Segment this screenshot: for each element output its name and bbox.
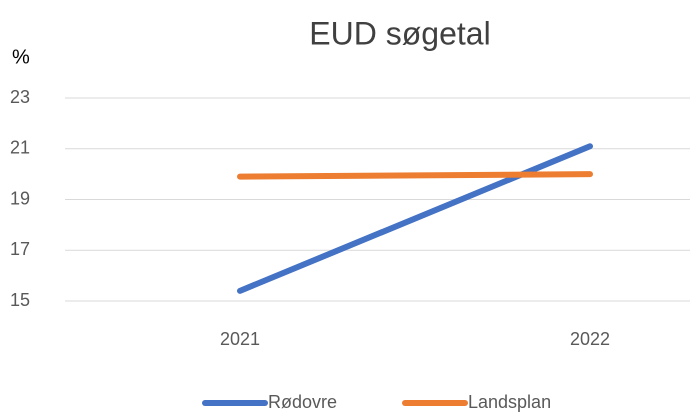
legend-label: Landsplan — [468, 392, 551, 412]
y-tick-label: 23 — [10, 87, 30, 107]
x-tick-label: 2021 — [220, 329, 260, 349]
legend-label: Rødovre — [268, 392, 337, 412]
chart-title: EUD søgetal — [309, 15, 490, 51]
y-tick-label: 19 — [10, 188, 30, 208]
y-tick-label: 15 — [10, 290, 30, 310]
series-line — [237, 143, 593, 294]
y-tick-label: 17 — [10, 239, 30, 259]
series-line — [237, 171, 593, 180]
y-tick-label: 21 — [10, 138, 30, 158]
x-tick-label: 2022 — [570, 329, 610, 349]
y-axis-label: % — [12, 46, 30, 68]
